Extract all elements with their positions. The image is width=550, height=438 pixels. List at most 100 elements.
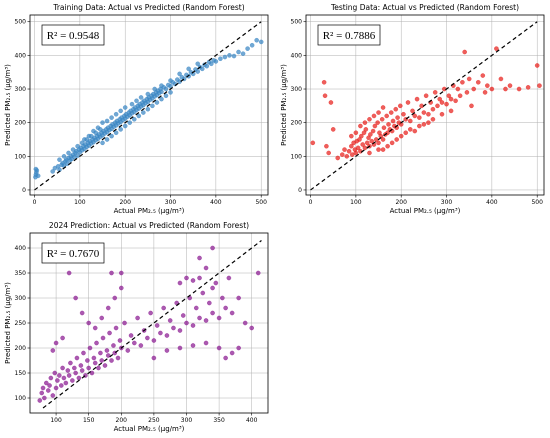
data-point — [231, 53, 237, 59]
x-tick-label: 0 — [309, 199, 313, 206]
data-point — [426, 112, 431, 117]
data-point — [389, 140, 395, 146]
data-point — [464, 90, 470, 95]
y-tick-label: 400 — [291, 52, 303, 59]
data-point — [167, 318, 173, 323]
data-point — [229, 350, 235, 356]
data-point — [453, 98, 458, 104]
data-point — [74, 355, 80, 361]
data-point — [213, 59, 219, 64]
y-tick-label: 100 — [15, 395, 27, 402]
data-point — [480, 73, 486, 78]
data-point — [132, 340, 137, 346]
data-point — [78, 363, 84, 368]
data-point — [163, 93, 169, 99]
data-point — [177, 280, 183, 286]
data-point — [104, 118, 110, 124]
data-point — [159, 89, 164, 94]
x-tick-label: 500 — [531, 199, 543, 206]
data-point — [367, 117, 372, 122]
data-point — [485, 83, 490, 88]
y-tick-label: 0 — [22, 187, 26, 194]
data-point — [537, 83, 542, 88]
data-point — [254, 37, 259, 43]
data-point — [216, 345, 222, 351]
x-tick-label: 100 — [74, 199, 86, 206]
data-point — [408, 127, 413, 132]
data-point — [84, 137, 89, 142]
reference-line — [310, 21, 538, 191]
data-point — [60, 365, 65, 371]
data-point — [94, 340, 99, 346]
data-point — [226, 275, 232, 281]
data-point — [135, 315, 140, 321]
data-point — [125, 348, 131, 353]
data-point — [218, 56, 223, 61]
data-point — [362, 120, 368, 125]
data-point — [113, 325, 119, 331]
data-point — [342, 147, 347, 152]
data-point — [151, 355, 157, 361]
data-point — [417, 115, 422, 120]
data-point — [412, 113, 418, 119]
data-point — [386, 122, 391, 127]
data-point — [177, 345, 183, 351]
data-point — [390, 118, 396, 124]
data-point — [321, 80, 327, 85]
data-point — [35, 173, 41, 179]
data-point — [102, 363, 108, 368]
data-point — [371, 113, 377, 119]
data-point — [44, 380, 49, 386]
y-tick-label: 100 — [291, 153, 303, 160]
data-point — [33, 166, 39, 172]
x-tick-label: 200 — [119, 199, 131, 206]
data-point — [127, 120, 132, 125]
data-point — [376, 147, 381, 152]
r-squared-label: R² = 0.7886 — [323, 30, 376, 42]
data-point — [222, 54, 228, 60]
data-point — [73, 295, 78, 301]
data-point — [109, 358, 114, 363]
data-point — [359, 133, 364, 139]
data-point — [112, 295, 118, 301]
data-point — [70, 147, 76, 152]
data-point — [362, 145, 368, 151]
data-point — [154, 323, 160, 328]
data-point — [204, 63, 210, 69]
data-point — [388, 110, 394, 115]
data-point — [236, 49, 241, 55]
data-point — [412, 128, 418, 134]
data-point — [104, 348, 110, 353]
data-point — [398, 103, 403, 109]
data-point — [79, 310, 85, 316]
r-squared-box — [41, 24, 105, 46]
data-point — [180, 313, 186, 318]
data-point — [435, 103, 440, 109]
data-point — [330, 127, 336, 132]
data-point — [403, 130, 408, 136]
data-point — [70, 378, 75, 383]
data-point — [53, 340, 59, 346]
data-point — [99, 358, 104, 363]
data-point — [91, 355, 97, 361]
data-point — [258, 39, 264, 45]
chart-title: Training Data: Actual vs Predicted (Rand… — [52, 3, 244, 12]
data-point — [209, 61, 214, 67]
data-point — [42, 395, 47, 401]
data-point — [455, 86, 461, 92]
data-point — [138, 95, 144, 100]
data-point — [326, 150, 331, 156]
data-point — [98, 127, 103, 132]
x-tick-label: 250 — [148, 417, 160, 424]
data-point — [393, 106, 399, 112]
r-squared-box — [317, 24, 381, 46]
data-point — [163, 86, 169, 92]
data-point — [61, 154, 67, 159]
data-point — [65, 368, 71, 373]
testing-panel: 0 100 200 300 400 500 0 100 200 300 400 500 Testing … — [280, 3, 545, 215]
data-point — [437, 96, 442, 102]
data-point — [171, 325, 176, 331]
data-point — [498, 76, 504, 82]
data-point — [145, 91, 151, 97]
x-tick-label: 350 — [213, 417, 225, 424]
